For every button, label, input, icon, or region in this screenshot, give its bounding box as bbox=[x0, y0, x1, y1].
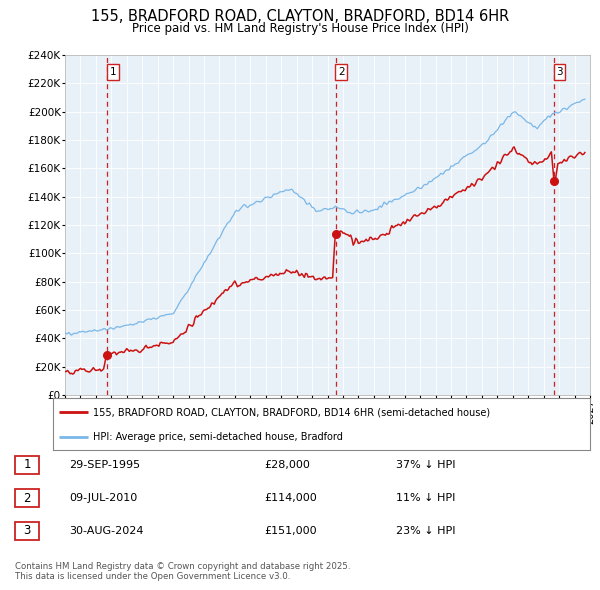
Text: Contains HM Land Registry data © Crown copyright and database right 2025.
This d: Contains HM Land Registry data © Crown c… bbox=[15, 562, 350, 581]
Text: 155, BRADFORD ROAD, CLAYTON, BRADFORD, BD14 6HR (semi-detached house): 155, BRADFORD ROAD, CLAYTON, BRADFORD, B… bbox=[93, 407, 490, 417]
Text: 1: 1 bbox=[110, 67, 116, 77]
Text: 155, BRADFORD ROAD, CLAYTON, BRADFORD, BD14 6HR: 155, BRADFORD ROAD, CLAYTON, BRADFORD, B… bbox=[91, 9, 509, 24]
Text: 11% ↓ HPI: 11% ↓ HPI bbox=[396, 493, 455, 503]
Text: 1: 1 bbox=[23, 458, 31, 471]
Text: 29-SEP-1995: 29-SEP-1995 bbox=[69, 460, 140, 470]
Text: £151,000: £151,000 bbox=[264, 526, 317, 536]
Text: Price paid vs. HM Land Registry's House Price Index (HPI): Price paid vs. HM Land Registry's House … bbox=[131, 22, 469, 35]
Text: 2: 2 bbox=[23, 491, 31, 504]
Text: £114,000: £114,000 bbox=[264, 493, 317, 503]
Text: £28,000: £28,000 bbox=[264, 460, 310, 470]
Text: 3: 3 bbox=[23, 525, 31, 537]
Text: 2: 2 bbox=[338, 67, 344, 77]
Text: 3: 3 bbox=[556, 67, 563, 77]
Text: 30-AUG-2024: 30-AUG-2024 bbox=[69, 526, 143, 536]
Text: 23% ↓ HPI: 23% ↓ HPI bbox=[396, 526, 455, 536]
Text: 37% ↓ HPI: 37% ↓ HPI bbox=[396, 460, 455, 470]
Text: 09-JUL-2010: 09-JUL-2010 bbox=[69, 493, 137, 503]
Text: HPI: Average price, semi-detached house, Bradford: HPI: Average price, semi-detached house,… bbox=[93, 432, 343, 442]
